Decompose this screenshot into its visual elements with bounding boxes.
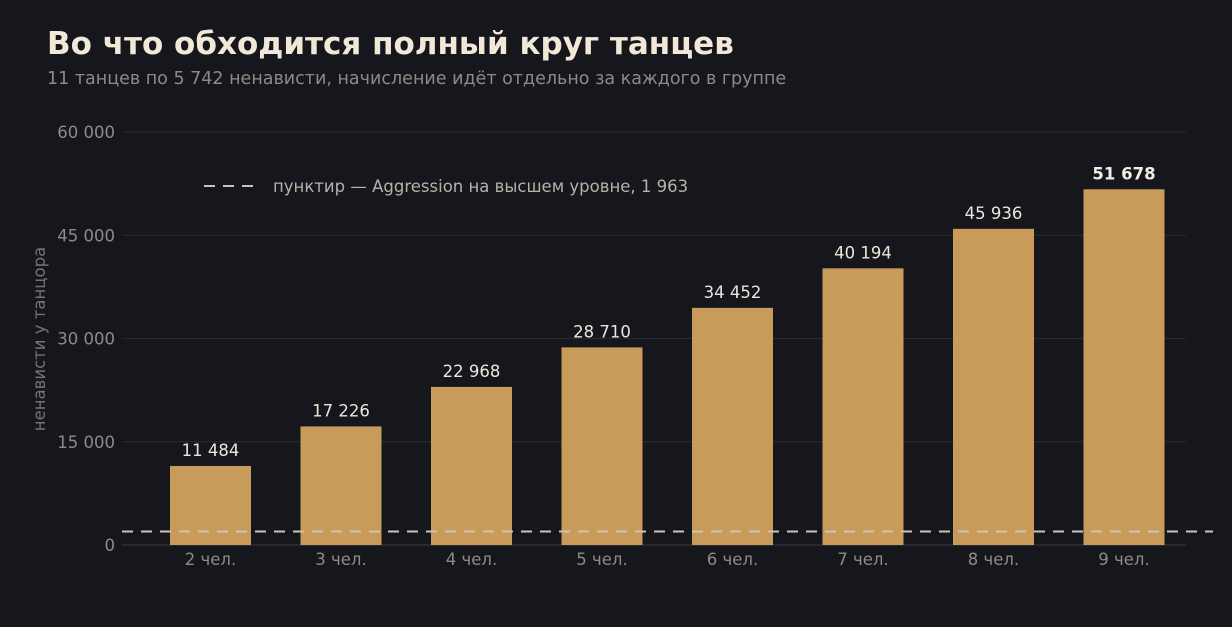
bar-value-label: 40 194 [834,243,892,262]
y-tick-label: 45 000 [57,226,115,245]
legend-label: пунктир — Aggression на высшем уровне, 1… [273,177,688,196]
data-labels: 11 484 17 226 22 968 28 710 34 452 40 194 45 9… [182,164,1156,460]
bar [431,386,512,545]
x-tick-label: 9 чел. [1098,550,1149,569]
bar [170,465,251,545]
x-tick-label: 4 чел. [446,550,497,569]
bar [822,268,904,545]
x-tick-label: 6 чел. [707,550,758,569]
chart-title: Во что обходится полный круг танцев [47,26,734,62]
bar [953,228,1034,546]
bar-value-label: 11 484 [182,441,240,460]
legend: пунктир — Aggression на высшем уровне, 1… [204,177,688,196]
y-ticks: 0 15 000 30 000 45 000 60 000 [57,123,115,555]
bar-value-label: 51 678 [1092,164,1155,183]
bar [692,307,773,545]
y-tick-label: 30 000 [57,330,115,349]
bar-value-label: 45 936 [965,204,1023,223]
bar-value-label: 34 452 [704,283,762,302]
y-tick-label: 0 [105,536,116,555]
y-tick-label: 15 000 [57,433,115,452]
x-tick-label: 3 чел. [315,550,366,569]
x-tick-label: 5 чел. [576,550,627,569]
bars [170,189,1165,546]
y-tick-label: 60 000 [57,123,115,142]
chart-subtitle: 11 танцев по 5 742 ненависти, начисление… [47,69,786,89]
bar [1083,189,1165,546]
bar [561,347,643,545]
bar-value-label: 22 968 [443,362,501,381]
x-ticks: 2 чел. 3 чел. 4 чел. 5 чел. 6 чел. 7 чел. 8 че… [185,550,1150,569]
x-tick-label: 2 чел. [185,550,236,569]
x-tick-label: 8 чел. [968,550,1019,569]
bar-value-label: 28 710 [573,322,631,341]
bar [300,426,382,545]
y-axis-label: ненависти у танцора [30,247,49,431]
x-tick-label: 7 чел. [837,550,888,569]
bar-value-label: 17 226 [312,401,370,420]
